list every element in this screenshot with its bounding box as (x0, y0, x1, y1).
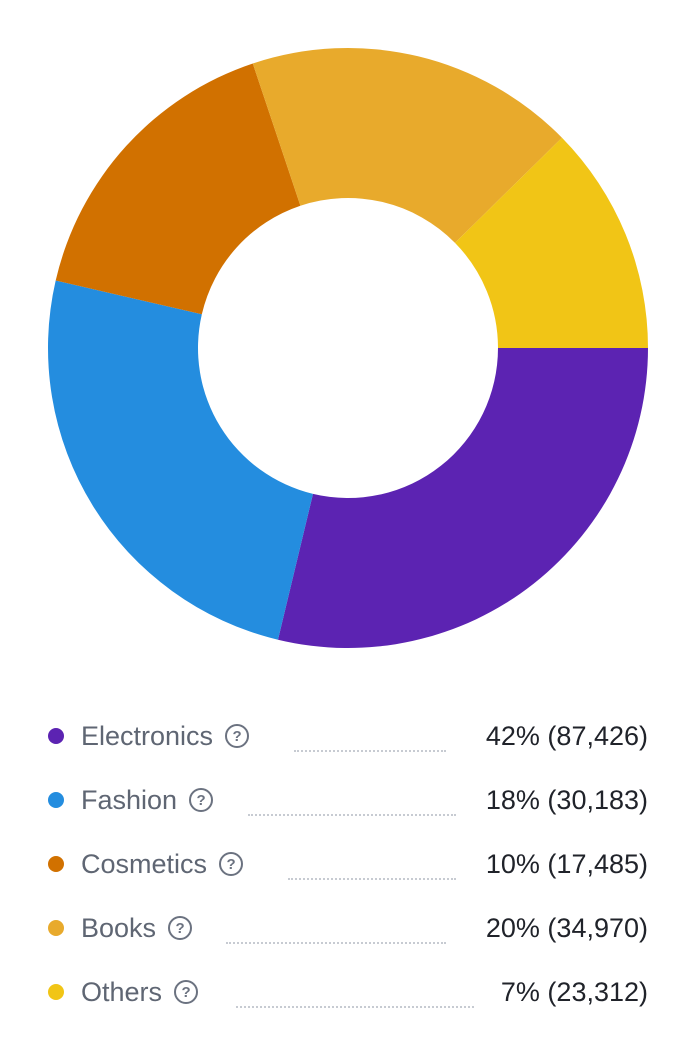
donut-slice-others[interactable] (454, 137, 648, 348)
legend-label: Books (81, 912, 157, 943)
dotted-leader-line (288, 878, 456, 880)
legend-label-group: Fashion ? (81, 782, 214, 818)
question-circle-icon[interactable]: ? (168, 916, 193, 940)
legend-dot-cosmetics (48, 856, 64, 872)
question-circle-icon[interactable]: ? (189, 788, 214, 812)
legend-label: Fashion (81, 784, 178, 815)
legend-value: 20% (34,970) (485, 913, 648, 943)
legend-label-group: Cosmetics ? (81, 846, 244, 882)
legend-value: 10% (17,485) (485, 849, 648, 879)
dotted-leader-line (236, 1006, 474, 1008)
legend-dot-books (48, 920, 64, 936)
legend-label: Others (81, 976, 163, 1007)
legend-item-fashion: Fashion ? 18% (30,183) (0, 768, 696, 832)
dotted-leader-line (294, 750, 446, 752)
dotted-leader-line (248, 814, 456, 816)
donut-slice-electronics[interactable] (277, 348, 648, 649)
legend-item-others: Others ? 7% (23,312) (0, 960, 696, 1024)
legend-dot-electronics (48, 728, 64, 744)
donut-chart-svg (47, 47, 648, 649)
legend-dot-fashion (48, 792, 64, 808)
question-circle-icon[interactable]: ? (225, 724, 250, 748)
legend-value: 18% (30,183) (485, 785, 648, 815)
legend-label-group: Books ? (81, 910, 193, 946)
legend-value: 7% (23,312) (500, 977, 648, 1007)
donut-chart (47, 47, 648, 649)
legend-label: Electronics (81, 720, 214, 751)
legend-item-books: Books ? 20% (34,970) (0, 896, 696, 960)
legend-label-group: Electronics ? (81, 718, 250, 754)
legend-item-electronics: Electronics ? 42% (87,426) (0, 704, 696, 768)
legend-item-cosmetics: Cosmetics ? 10% (17,485) (0, 832, 696, 896)
question-circle-icon[interactable]: ? (174, 980, 199, 1004)
chart-legend: Electronics ? 42% (87,426) Fashion ? 18%… (0, 704, 696, 1024)
donut-slice-fashion[interactable] (47, 280, 313, 640)
legend-label-group: Others ? (81, 974, 199, 1010)
donut-slice-books[interactable] (252, 47, 562, 243)
legend-value: 42% (87,426) (485, 721, 648, 751)
dotted-leader-line (226, 942, 446, 944)
legend-label: Cosmetics (81, 848, 208, 879)
legend-dot-others (48, 984, 64, 1000)
question-circle-icon[interactable]: ? (219, 852, 244, 876)
donut-slice-cosmetics[interactable] (55, 63, 301, 315)
